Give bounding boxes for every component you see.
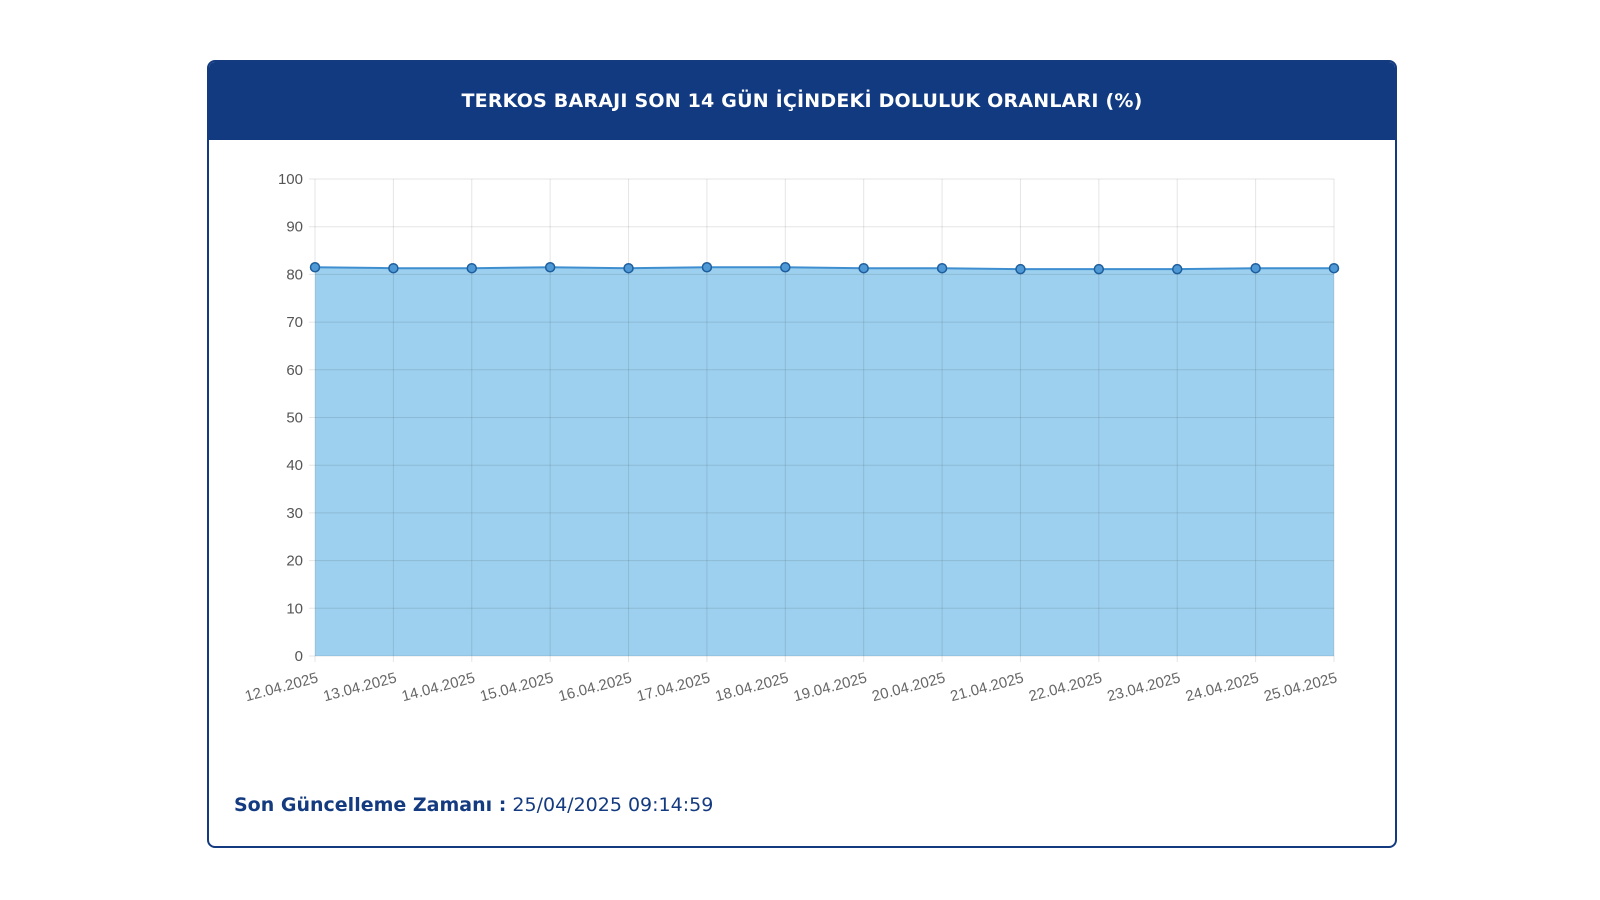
chart-title: TERKOS BARAJI SON 14 GÜN İÇİNDEKİ DOLULU… xyxy=(461,90,1143,112)
chart-header: TERKOS BARAJI SON 14 GÜN İÇİNDEKİ DOLULU… xyxy=(209,62,1395,140)
data-point-4 xyxy=(623,262,634,274)
x-tick-label-5: 17.04.2025 xyxy=(635,669,712,705)
last-update: Son Güncelleme Zamanı : 25/04/2025 09:14… xyxy=(234,794,713,816)
x-tick-label-8: 20.04.2025 xyxy=(870,669,947,705)
y-tick-label-0: 0 xyxy=(295,648,303,665)
last-update-label: Son Güncelleme Zamanı : xyxy=(234,794,507,816)
x-tick-label-4: 16.04.2025 xyxy=(557,669,634,705)
x-tick-label-2: 14.04.2025 xyxy=(400,669,477,705)
data-point-13 xyxy=(1328,262,1340,274)
x-tick-label-3: 15.04.2025 xyxy=(478,669,555,705)
series-area xyxy=(315,267,1334,656)
y-tick-label-20: 20 xyxy=(286,553,303,570)
x-tick-label-7: 19.04.2025 xyxy=(792,669,869,705)
y-tick-label-30: 30 xyxy=(286,505,303,522)
x-tick-label-1: 13.04.2025 xyxy=(322,669,399,705)
y-tick-label-100: 100 xyxy=(278,171,303,188)
data-point-7 xyxy=(858,262,869,274)
x-tick-label-6: 18.04.2025 xyxy=(713,669,790,705)
y-tick-label-10: 10 xyxy=(286,600,303,617)
data-point-6 xyxy=(780,261,791,273)
x-tick-label-10: 22.04.2025 xyxy=(1027,669,1104,705)
data-point-8 xyxy=(936,262,948,274)
chart-card: TERKOS BARAJI SON 14 GÜN İÇİNDEKİ DOLULU… xyxy=(207,60,1397,848)
data-point-2 xyxy=(466,262,478,274)
x-tick-label-0: 12.04.2025 xyxy=(243,669,320,705)
data-point-0 xyxy=(309,261,321,273)
data-point-5 xyxy=(701,261,713,273)
data-point-11 xyxy=(1171,263,1183,275)
y-tick-label-70: 70 xyxy=(286,314,303,331)
data-point-10 xyxy=(1093,263,1105,275)
y-tick-label-60: 60 xyxy=(286,362,303,379)
dam-fill-chart: 0 10 20 30 40 50 60 70 80 90 100 12.04.2025 13.04.20… xyxy=(243,171,1340,705)
y-tick-label-50: 50 xyxy=(286,410,303,427)
data-point-9 xyxy=(1015,263,1026,275)
data-point-12 xyxy=(1250,262,1261,274)
y-tick-label-40: 40 xyxy=(286,457,303,474)
x-tick-label-12: 24.04.2025 xyxy=(1184,669,1261,705)
x-tick-label-9: 21.04.2025 xyxy=(949,669,1026,705)
y-tick-label-80: 80 xyxy=(286,266,303,283)
series-line xyxy=(314,266,1334,271)
x-tick-label-11: 23.04.2025 xyxy=(1105,669,1182,705)
x-tick-label-13: 25.04.2025 xyxy=(1262,669,1339,705)
last-update-value: 25/04/2025 09:14:59 xyxy=(512,794,714,816)
data-point-1 xyxy=(388,262,399,274)
data-point-3 xyxy=(544,261,556,273)
y-tick-label-90: 90 xyxy=(286,219,303,236)
